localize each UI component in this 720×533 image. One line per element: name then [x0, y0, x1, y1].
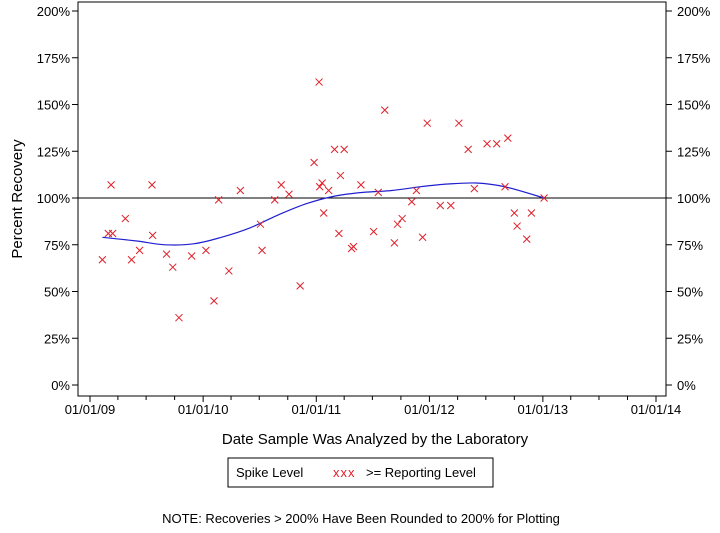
y-tick-label-right: 50%: [677, 285, 703, 300]
y-tick-label-right: 100%: [677, 191, 711, 206]
data-point: [407, 197, 416, 206]
data-point: [210, 296, 218, 305]
y-tick-label-right: 125%: [677, 144, 711, 159]
data-point: [225, 267, 233, 275]
x-axis-title: Date Sample Was Analyzed by the Laborato…: [222, 431, 529, 448]
data-point: [455, 119, 463, 128]
data-point: [398, 214, 406, 223]
data-point: [285, 190, 293, 199]
data-point: [527, 209, 536, 217]
data-point: [214, 196, 223, 204]
data-point: [349, 242, 358, 251]
data-point: [436, 201, 445, 210]
x-tick-label: 01/01/14: [631, 402, 682, 417]
data-point: [374, 188, 383, 197]
data-point: [256, 220, 265, 229]
data-point: [162, 250, 171, 258]
y-tick-label-right: 75%: [677, 238, 703, 253]
y-tick-label-left: 175%: [37, 51, 71, 66]
x-tick-label: 01/01/11: [291, 402, 341, 417]
y-tick-label-right: 0%: [677, 378, 696, 393]
legend: Spike Level xxx >= Reporting Level: [227, 457, 494, 488]
x-axis: 01/01/09 01/01/10 01/01/11 01/01/12 01/01/13…: [65, 396, 682, 417]
data-point: [121, 214, 130, 223]
data-point: [108, 229, 117, 238]
x-tick-label: 01/01/09: [65, 402, 116, 417]
y-tick-label-right: 175%: [677, 51, 711, 66]
data-point: [357, 181, 365, 189]
data-point: [446, 201, 455, 210]
legend-label: >= Reporting Level: [366, 465, 476, 480]
series-line-smooth-fit: [102, 182, 545, 246]
data-point: [464, 145, 473, 154]
data-point: [236, 186, 245, 195]
y-axis-title: Percent Recovery: [9, 139, 26, 259]
data-point: [540, 194, 548, 202]
x-tick-label: 01/01/12: [404, 402, 455, 417]
y-tick-label-left: 25%: [44, 331, 70, 346]
plot-frame: [77, 1, 667, 397]
data-point: [175, 313, 183, 322]
y-tick-label-right: 150%: [677, 98, 711, 113]
data-point: [503, 134, 512, 143]
data-point: [330, 145, 339, 154]
data-point: [277, 181, 286, 189]
y-tick-label-left: 50%: [44, 285, 70, 300]
data-point: [318, 179, 327, 187]
y-tick-label-right: 200%: [677, 4, 711, 19]
x-tick-label: 01/01/13: [518, 402, 569, 417]
y-tick-label-left: 75%: [44, 238, 70, 253]
data-point: [412, 186, 421, 195]
data-point: [127, 255, 136, 264]
data-point: [315, 182, 324, 191]
data-point: [135, 246, 144, 255]
data-point: [522, 235, 531, 243]
data-point: [340, 145, 349, 154]
data-point: [380, 106, 389, 114]
data-point: [187, 252, 196, 260]
data-point: [148, 231, 157, 240]
data-point: [168, 263, 177, 272]
data-point: [258, 246, 266, 255]
data-point: [483, 139, 491, 148]
data-point: [470, 184, 479, 193]
data-point: [296, 282, 305, 290]
data-point: [107, 181, 115, 189]
data-point: [513, 222, 521, 230]
data-point: [315, 78, 323, 86]
data-point: [148, 181, 156, 189]
data-point: [393, 220, 402, 229]
series-points: [98, 78, 548, 322]
data-point: [202, 246, 210, 255]
data-point: [390, 239, 399, 247]
y-tick-label-right: 25%: [677, 331, 703, 346]
x-tick-label: 01/01/10: [178, 402, 229, 417]
y-axis-left: 0% 25% 50% 75% 100% 125% 150% 175% 200%: [37, 4, 78, 393]
data-point: [324, 186, 333, 195]
y-axis-right: 0% 25% 50% 75% 100% 125% 150% 175% 200%: [666, 4, 711, 393]
y-tick-label-left: 0%: [51, 378, 70, 393]
data-point: [501, 182, 509, 191]
legend-title: Spike Level: [236, 465, 303, 480]
data-point: [510, 209, 519, 217]
data-point: [335, 229, 343, 238]
data-point: [369, 227, 378, 236]
y-tick-label-left: 150%: [37, 98, 71, 113]
y-tick-label-left: 125%: [37, 144, 71, 159]
data-point: [423, 119, 432, 128]
legend-box: [227, 457, 494, 488]
data-point: [492, 139, 501, 148]
data-point: [319, 209, 328, 217]
data-point: [418, 233, 427, 242]
y-tick-label-left: 100%: [37, 191, 71, 206]
data-point: [270, 196, 279, 204]
data-point: [336, 171, 345, 180]
y-tick-label-left: 200%: [37, 4, 71, 19]
data-point: [310, 158, 318, 167]
footnote: NOTE: Recoveries > 200% Have Been Rounde…: [162, 511, 560, 526]
legend-marker: xxx: [333, 465, 356, 480]
data-point: [98, 255, 107, 264]
